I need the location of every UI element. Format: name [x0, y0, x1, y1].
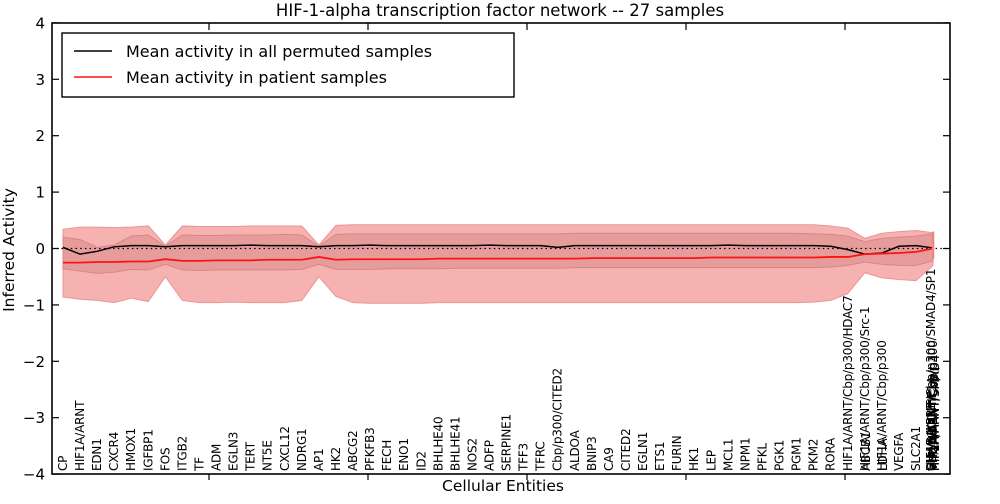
x-tick-label: CXCR4	[107, 432, 121, 471]
x-tick-label: TF	[192, 457, 206, 472]
x-tick-label: EGLN3	[227, 432, 241, 471]
x-tick-label: ALDOA	[568, 429, 582, 471]
x-tick-label: HIF1A/ARNT/Cbp/p300/HDAC7	[841, 295, 855, 471]
x-tick-label-cluster: HIF1A/ARNT/Cbp	[927, 374, 941, 471]
y-tick-label: −1	[23, 296, 45, 314]
x-tick-label-cluster: Cbp/p300/HIF1A	[925, 375, 939, 471]
x-tick-label: CA9	[602, 447, 616, 471]
x-tick-label: FURIN	[670, 435, 684, 471]
y-tick-label: −4	[23, 466, 45, 484]
x-tick-label: PGM1	[790, 437, 804, 471]
x-tick-label: NDRG1	[295, 429, 309, 472]
x-tick-label: PFKFB3	[363, 427, 377, 471]
x-tick-label: CP	[56, 456, 70, 471]
x-tick-label: HK1	[687, 447, 701, 471]
legend-frame	[61, 32, 515, 98]
x-tick-label: TERT	[244, 441, 258, 472]
x-tick-label: NPM1	[738, 438, 752, 471]
x-tick-label: PFKL	[755, 443, 769, 471]
x-tick-label-overlapped: LDHA	[876, 438, 890, 471]
x-tick-label-cluster: VHL/HIF1A	[926, 409, 940, 471]
x-tick-label: HMOX1	[124, 428, 138, 471]
x-tick-label-cluster: HIF1A/ARNT/SMAD4	[928, 355, 942, 471]
chart-title: HIF-1-alpha transcription factor network…	[276, 1, 724, 20]
y-tick-label: 0	[35, 240, 45, 258]
confidence-bands	[62, 224, 934, 304]
x-tick-label: BNIP3	[585, 436, 599, 471]
x-tick-label: EGLN1	[636, 432, 650, 471]
legend-label-patient: Mean activity in patient samples	[126, 68, 387, 87]
y-tick-label: −2	[23, 353, 45, 371]
x-tick-label: TFRC	[534, 441, 548, 472]
x-tick-labels: CP HIF1A/ARNT EDN1 CXCR4 HMOX1 IGFBP1 FOS ITGB2…	[56, 269, 942, 472]
x-tick-label: FOS	[158, 448, 172, 471]
y-tick-labels: 4 3 2 1 0 −1 −2 −3 −4	[23, 14, 45, 483]
band-permuted-range-inner	[62, 232, 934, 274]
x-tick-label: BHLHE40	[431, 417, 445, 471]
y-tick-label: 3	[35, 71, 45, 89]
x-tick-label-cluster: HIF1A/ARNT	[927, 400, 941, 471]
x-tick-label: Cbp/p300/CITED2	[551, 368, 565, 471]
x-tick-label: VEGFA	[892, 432, 906, 471]
x-tick-label: ITGB2	[175, 436, 189, 471]
y-axis-label: Inferred Activity	[0, 188, 18, 312]
x-tick-label: ABCG2	[346, 430, 360, 471]
x-tick-label: NOS2	[465, 438, 479, 471]
x-tick-label-cluster: SMAD4/SP1	[924, 403, 938, 471]
y-tick-label: 1	[35, 184, 45, 202]
x-tick-label-cluster: HIF1A/ARNT/Cbp/p300/SMAD4/SP1	[924, 269, 938, 471]
series-line-patient	[63, 247, 934, 264]
x-tick-label: HK2	[329, 447, 343, 471]
x-tick-label: NT5E	[261, 440, 275, 471]
x-tick-label: HIF1A/ARNT	[73, 400, 87, 471]
x-tick-label: ETS1	[653, 442, 667, 471]
x-tick-label: ENO1	[397, 438, 411, 471]
x-tick-label: LEP	[704, 450, 718, 471]
x-tick-label-cluster: HIF1A/ARNT/Cbp/p300	[926, 340, 940, 471]
x-tick-label: SERPINE1	[500, 414, 514, 471]
x-tick-label: AP1	[312, 449, 326, 471]
x-tick-label: PKM2	[807, 439, 821, 471]
x-tick-label: ID2	[414, 451, 428, 471]
series-lines	[62, 244, 934, 264]
x-tick-label: PGK1	[773, 440, 787, 471]
x-tick-label: IGFBP1	[141, 429, 155, 471]
legend-label-permuted: Mean activity in all permuted samples	[126, 42, 432, 61]
x-tick-label: RORA	[824, 437, 838, 471]
x-tick-label: CITED2	[619, 428, 633, 471]
y-tick-label: 4	[35, 14, 45, 32]
legend: Mean activity in all permuted samples Me…	[61, 32, 515, 98]
x-tick-label: HIF1A/ARNT/Cbp/p300	[875, 340, 889, 471]
x-tick-label-overlapped: ABCB1	[859, 432, 873, 471]
y-tick-label: −3	[23, 409, 45, 427]
series-line-permuted	[62, 244, 934, 255]
x-tick-label: SLC2A1	[909, 426, 923, 471]
x-tick-label: MCL1	[721, 439, 735, 471]
x-axis-label: Cellular Entities	[442, 477, 564, 495]
x-tick-label: ADM	[210, 444, 224, 471]
x-tick-label: HIF1A/ARNT/Cbp/p300/Src-1	[858, 307, 872, 471]
x-tick-label: TFF3	[517, 443, 531, 472]
x-tick-label: CXCL12	[278, 426, 292, 471]
x-tick-label: BHLHE41	[448, 417, 462, 471]
x-tick-label: FECH	[380, 440, 394, 471]
x-tick-label: EDN1	[90, 438, 104, 471]
axis-ticks	[52, 22, 950, 480]
x-tick-label: ADFP	[483, 440, 497, 471]
y-tick-label: 2	[35, 127, 45, 145]
